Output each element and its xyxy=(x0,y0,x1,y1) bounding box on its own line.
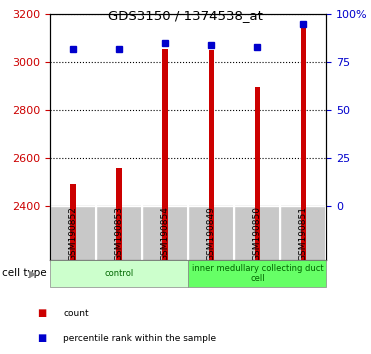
Text: cell type: cell type xyxy=(2,268,46,279)
Text: ■: ■ xyxy=(37,308,46,318)
Bar xyxy=(280,206,326,260)
Bar xyxy=(188,206,234,260)
Text: GSM190853: GSM190853 xyxy=(115,206,124,261)
Text: ▶: ▶ xyxy=(29,268,36,279)
Text: inner medullary collecting duct
cell: inner medullary collecting duct cell xyxy=(191,264,323,283)
Text: ■: ■ xyxy=(37,333,46,343)
Bar xyxy=(234,206,280,260)
Bar xyxy=(116,169,122,260)
Bar xyxy=(50,260,188,287)
Text: GSM190852: GSM190852 xyxy=(69,206,78,261)
Bar xyxy=(70,184,76,260)
Text: control: control xyxy=(105,269,134,278)
Bar xyxy=(162,49,168,260)
Text: GSM190850: GSM190850 xyxy=(253,206,262,261)
Text: GDS3150 / 1374538_at: GDS3150 / 1374538_at xyxy=(108,9,263,22)
Bar xyxy=(50,206,96,260)
Text: count: count xyxy=(63,309,89,318)
Bar xyxy=(209,50,214,260)
Bar xyxy=(96,206,142,260)
Text: GSM190851: GSM190851 xyxy=(299,206,308,261)
Bar xyxy=(301,21,306,260)
Bar xyxy=(142,206,188,260)
Text: percentile rank within the sample: percentile rank within the sample xyxy=(63,333,216,343)
Text: GSM190849: GSM190849 xyxy=(207,206,216,261)
Bar xyxy=(188,260,326,287)
Text: GSM190854: GSM190854 xyxy=(161,206,170,261)
Bar xyxy=(255,87,260,260)
